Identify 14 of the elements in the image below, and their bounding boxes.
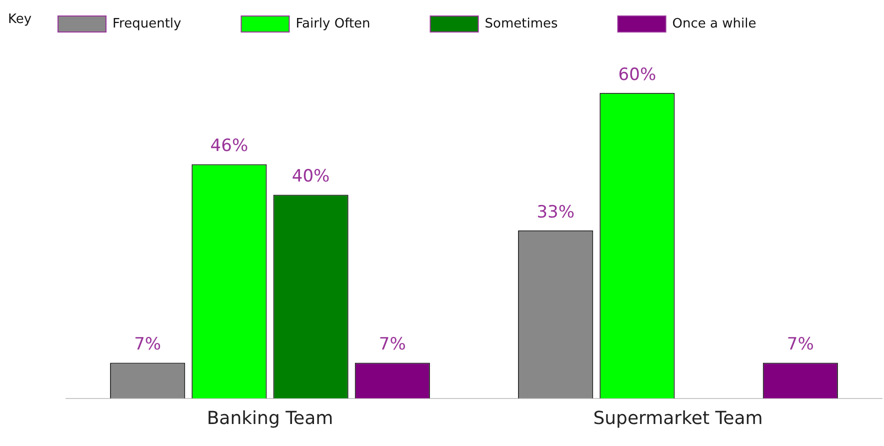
data-label: 40% (292, 166, 330, 187)
data-label: 7% (134, 334, 162, 355)
legend-label: Sometimes (484, 16, 558, 32)
x-tick-label: Banking Team (206, 408, 334, 429)
data-label: 46% (210, 136, 248, 156)
data-label: 7% (786, 334, 814, 355)
legend-label: Once a while (672, 16, 756, 32)
data-label: 7% (378, 334, 406, 355)
data-label: 60% (618, 64, 656, 85)
data-label: 33% (536, 202, 574, 222)
legend-label: Frequently (112, 16, 182, 32)
legend-label: Fairly Often (296, 16, 370, 32)
x-tick-label: Supermarket Team (593, 408, 763, 429)
legend-title: Key (8, 12, 32, 28)
